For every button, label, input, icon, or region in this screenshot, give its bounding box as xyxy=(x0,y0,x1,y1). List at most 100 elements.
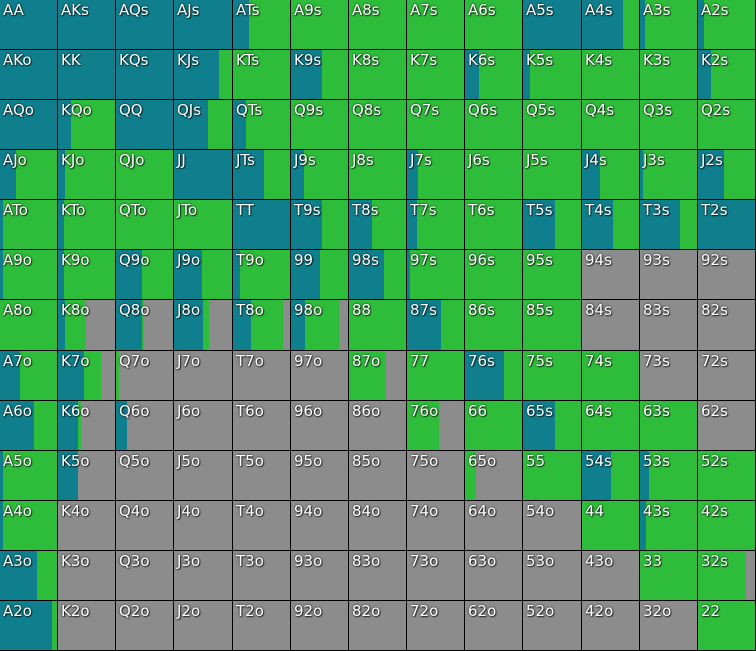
hand-cell-T6o[interactable]: T6o xyxy=(233,401,290,450)
hand-cell-Q2o[interactable]: Q2o xyxy=(116,601,173,650)
hand-cell-T5o[interactable]: T5o xyxy=(233,451,290,500)
hand-cell-QQ[interactable]: QQ xyxy=(116,100,173,149)
hand-cell-95o[interactable]: 95o xyxy=(291,451,348,500)
hand-cell-92o[interactable]: 92o xyxy=(291,601,348,650)
hand-cell-T3o[interactable]: T3o xyxy=(233,551,290,600)
hand-cell-42o[interactable]: 42o xyxy=(582,601,639,650)
hand-cell-T8o[interactable]: T8o xyxy=(233,300,290,350)
hand-cell-75o[interactable]: 75o xyxy=(407,451,464,500)
hand-cell-83s[interactable]: 83s xyxy=(640,300,697,350)
hand-cell-A5s[interactable]: A5s xyxy=(523,0,581,49)
hand-cell-Q8o[interactable]: Q8o xyxy=(116,300,173,350)
hand-cell-A4s[interactable]: A4s xyxy=(582,0,639,49)
hand-cell-92s[interactable]: 92s xyxy=(698,250,755,299)
hand-cell-QJo[interactable]: QJo xyxy=(116,150,173,199)
hand-cell-KTo[interactable]: KTo xyxy=(58,200,115,249)
hand-cell-K2s[interactable]: K2s xyxy=(698,50,755,99)
hand-cell-97s[interactable]: 97s xyxy=(407,250,464,299)
hand-cell-T2o[interactable]: T2o xyxy=(233,601,290,650)
hand-cell-T9s[interactable]: T9s xyxy=(291,200,348,249)
hand-cell-95s[interactable]: 95s xyxy=(523,250,581,299)
hand-cell-76o[interactable]: 76o xyxy=(407,401,464,450)
hand-cell-J7o[interactable]: J7o xyxy=(174,351,232,400)
hand-cell-JJ[interactable]: JJ xyxy=(174,150,232,199)
hand-cell-K6o[interactable]: K6o xyxy=(58,401,115,450)
hand-cell-87o[interactable]: 87o xyxy=(349,351,406,400)
hand-cell-74o[interactable]: 74o xyxy=(407,501,464,550)
hand-cell-93s[interactable]: 93s xyxy=(640,250,697,299)
hand-cell-42s[interactable]: 42s xyxy=(698,501,755,550)
hand-cell-J7s[interactable]: J7s xyxy=(407,150,464,199)
hand-cell-K9o[interactable]: K9o xyxy=(58,250,115,299)
hand-cell-85o[interactable]: 85o xyxy=(349,451,406,500)
hand-cell-54s[interactable]: 54s xyxy=(582,451,639,500)
hand-cell-KJo[interactable]: KJo xyxy=(58,150,115,199)
hand-cell-64o[interactable]: 64o xyxy=(465,501,522,550)
hand-cell-AKo[interactable]: AKo xyxy=(0,50,57,99)
hand-cell-J2o[interactable]: J2o xyxy=(174,601,232,650)
hand-cell-A9s[interactable]: A9s xyxy=(291,0,348,49)
hand-cell-62s[interactable]: 62s xyxy=(698,401,755,450)
hand-cell-86o[interactable]: 86o xyxy=(349,401,406,450)
hand-cell-AQs[interactable]: AQs xyxy=(116,0,173,49)
hand-cell-76s[interactable]: 76s xyxy=(465,351,522,400)
hand-cell-73s[interactable]: 73s xyxy=(640,351,697,400)
hand-cell-KK[interactable]: KK xyxy=(58,50,115,99)
hand-cell-T6s[interactable]: T6s xyxy=(465,200,522,249)
hand-cell-K8s[interactable]: K8s xyxy=(349,50,406,99)
hand-cell-72s[interactable]: 72s xyxy=(698,351,755,400)
hand-cell-97o[interactable]: 97o xyxy=(291,351,348,400)
hand-cell-J4o[interactable]: J4o xyxy=(174,501,232,550)
hand-cell-99[interactable]: 99 xyxy=(291,250,348,299)
hand-cell-K4o[interactable]: K4o xyxy=(58,501,115,550)
hand-cell-A6o[interactable]: A6o xyxy=(0,401,57,450)
hand-cell-A7s[interactable]: A7s xyxy=(407,0,464,49)
hand-cell-J3s[interactable]: J3s xyxy=(640,150,697,199)
hand-cell-84s[interactable]: 84s xyxy=(582,300,639,350)
hand-cell-93o[interactable]: 93o xyxy=(291,551,348,600)
hand-cell-T7s[interactable]: T7s xyxy=(407,200,464,249)
hand-cell-KJs[interactable]: KJs xyxy=(174,50,232,99)
hand-cell-75s[interactable]: 75s xyxy=(523,351,581,400)
hand-cell-72o[interactable]: 72o xyxy=(407,601,464,650)
hand-cell-73o[interactable]: 73o xyxy=(407,551,464,600)
hand-cell-65o[interactable]: 65o xyxy=(465,451,522,500)
hand-cell-Q5o[interactable]: Q5o xyxy=(116,451,173,500)
hand-cell-T8s[interactable]: T8s xyxy=(349,200,406,249)
hand-cell-43o[interactable]: 43o xyxy=(582,551,639,600)
hand-cell-KQs[interactable]: KQs xyxy=(116,50,173,99)
hand-cell-65s[interactable]: 65s xyxy=(523,401,581,450)
hand-cell-K4s[interactable]: K4s xyxy=(582,50,639,99)
hand-cell-J9o[interactable]: J9o xyxy=(174,250,232,299)
hand-cell-KQo[interactable]: KQo xyxy=(58,100,115,149)
hand-cell-52o[interactable]: 52o xyxy=(523,601,581,650)
hand-cell-53s[interactable]: 53s xyxy=(640,451,697,500)
hand-cell-J4s[interactable]: J4s xyxy=(582,150,639,199)
hand-cell-98s[interactable]: 98s xyxy=(349,250,406,299)
hand-cell-T5s[interactable]: T5s xyxy=(523,200,581,249)
hand-cell-96s[interactable]: 96s xyxy=(465,250,522,299)
hand-cell-54o[interactable]: 54o xyxy=(523,501,581,550)
hand-cell-A3o[interactable]: A3o xyxy=(0,551,57,600)
hand-cell-T2s[interactable]: T2s xyxy=(698,200,755,249)
hand-cell-84o[interactable]: 84o xyxy=(349,501,406,550)
hand-cell-83o[interactable]: 83o xyxy=(349,551,406,600)
hand-cell-T3s[interactable]: T3s xyxy=(640,200,697,249)
hand-cell-K3o[interactable]: K3o xyxy=(58,551,115,600)
hand-cell-55[interactable]: 55 xyxy=(523,451,581,500)
hand-cell-Q4o[interactable]: Q4o xyxy=(116,501,173,550)
hand-cell-J5s[interactable]: J5s xyxy=(523,150,581,199)
hand-cell-T7o[interactable]: T7o xyxy=(233,351,290,400)
hand-cell-A5o[interactable]: A5o xyxy=(0,451,57,500)
hand-cell-J9s[interactable]: J9s xyxy=(291,150,348,199)
hand-cell-Q2s[interactable]: Q2s xyxy=(698,100,755,149)
hand-cell-K8o[interactable]: K8o xyxy=(58,300,115,350)
hand-cell-63o[interactable]: 63o xyxy=(465,551,522,600)
hand-cell-AA[interactable]: AA xyxy=(0,0,57,49)
hand-cell-32s[interactable]: 32s xyxy=(698,551,755,600)
hand-cell-Q7s[interactable]: Q7s xyxy=(407,100,464,149)
hand-cell-94o[interactable]: 94o xyxy=(291,501,348,550)
hand-cell-ATs[interactable]: ATs xyxy=(233,0,290,49)
hand-cell-Q6o[interactable]: Q6o xyxy=(116,401,173,450)
hand-cell-AKs[interactable]: AKs xyxy=(58,0,115,49)
